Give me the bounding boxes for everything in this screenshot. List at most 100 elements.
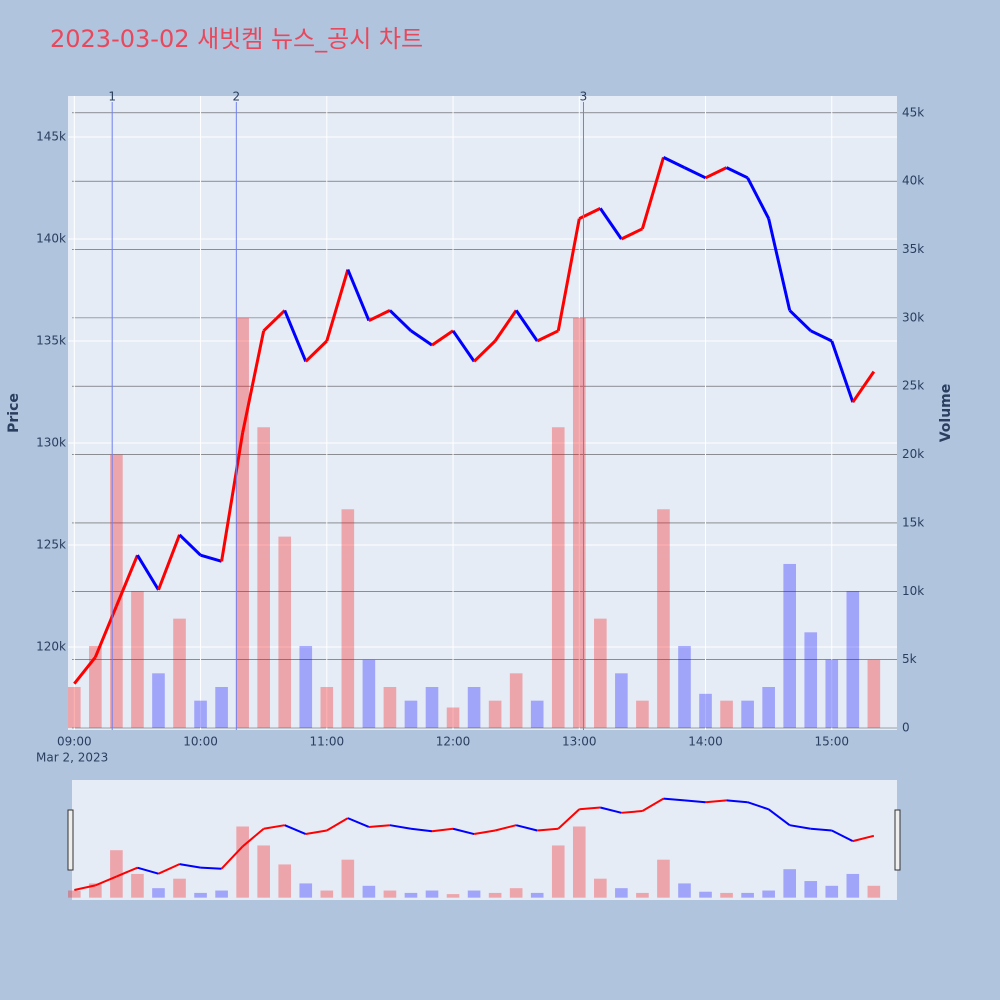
volume-bar xyxy=(383,686,397,729)
slider-volume-bar xyxy=(488,892,502,898)
price-segment xyxy=(810,329,833,343)
price-segment xyxy=(767,218,792,311)
slider-price-segment xyxy=(94,875,117,887)
y2-tick-label: 20k xyxy=(902,447,924,461)
price-segment xyxy=(640,156,665,230)
slider-volume-bar xyxy=(762,890,775,898)
range-slider xyxy=(72,780,897,900)
y2-axis-title: Volume xyxy=(938,384,954,443)
price-segment xyxy=(283,309,308,362)
volume-bar xyxy=(278,536,292,729)
slider-price-segment xyxy=(368,824,391,828)
slider-volume-bar xyxy=(152,888,165,898)
slider-volume-bar xyxy=(404,892,418,898)
slider-price-segment xyxy=(263,824,285,830)
volume-bar xyxy=(551,427,565,729)
slider-volume-bar xyxy=(446,894,460,898)
y-tick-label: 125k xyxy=(36,537,66,551)
slider-price-segment xyxy=(74,884,96,891)
slider-price-segment xyxy=(389,824,412,830)
slider-price-segment xyxy=(116,866,138,878)
slider-volume-bar xyxy=(362,885,376,898)
price-segment xyxy=(620,227,644,241)
volume-bar xyxy=(741,700,754,729)
y-tick-label: 130k xyxy=(36,435,66,449)
volume-bar xyxy=(720,700,733,729)
y2-tick-label: 30k xyxy=(902,310,924,324)
chart-title: 2023-03-02 새빗켐 뉴스_공시 차트 xyxy=(50,25,423,53)
price-segment xyxy=(115,554,139,607)
annotation-label: 1 xyxy=(108,90,116,104)
slider-volume-bar xyxy=(804,881,818,898)
y-tick-label: 140k xyxy=(36,231,66,245)
volume-bar xyxy=(320,686,334,729)
slider-volume-bar xyxy=(194,892,207,898)
slider-price-segment xyxy=(726,799,748,804)
slider-volume-bar xyxy=(110,850,123,898)
price-segment xyxy=(514,309,539,342)
price-segment xyxy=(556,218,581,332)
x-tick-label: 14:00 xyxy=(688,735,723,749)
slider-volume-bar xyxy=(636,892,649,898)
slider-volume-bar xyxy=(594,878,607,898)
price-segment xyxy=(388,309,413,332)
volume-bar xyxy=(194,700,207,729)
volume-bar xyxy=(362,659,376,729)
slider-price-segment xyxy=(137,866,159,875)
price-segment xyxy=(262,309,286,332)
volume-bar xyxy=(762,686,775,729)
price-segment xyxy=(746,177,770,220)
volume-bar xyxy=(215,686,228,729)
slider-price-segment xyxy=(347,817,370,828)
slider-volume-bar xyxy=(846,873,860,898)
slider-price-segment xyxy=(641,797,664,812)
volume-bar xyxy=(636,700,649,729)
slider-volume-bar xyxy=(236,826,249,898)
volume-bar xyxy=(152,673,165,729)
price-segment xyxy=(599,207,623,240)
slider-price-segment xyxy=(200,866,222,870)
volume-bar xyxy=(509,673,523,729)
x-tick-label: 12:00 xyxy=(436,735,471,749)
price-segment xyxy=(578,207,601,220)
y2-tick-label: 10k xyxy=(902,584,924,598)
volume-bar xyxy=(131,591,144,729)
price-segment xyxy=(157,534,181,591)
slider-price-segment xyxy=(220,845,244,870)
slider-volume-bar xyxy=(173,878,186,898)
x-tick-label: 15:00 xyxy=(814,735,849,749)
volume-bar xyxy=(699,693,712,729)
price-segment xyxy=(136,554,160,591)
volume-bar xyxy=(236,317,249,729)
price-segment xyxy=(325,269,350,342)
slider-price-segment xyxy=(557,808,580,830)
slider-price-segment xyxy=(621,810,643,814)
annotation-label: 2 xyxy=(233,90,241,104)
slider-price-segment xyxy=(305,829,327,836)
x-sublabel: Mar 2, 2023 xyxy=(36,751,108,765)
volume-bar xyxy=(846,591,860,729)
volume-bar xyxy=(467,686,481,729)
price-segment xyxy=(830,340,855,403)
price-segment xyxy=(304,339,328,363)
y-tick-label: 120k xyxy=(36,639,66,653)
slider-price-segment xyxy=(705,799,727,804)
slider-volume-bar xyxy=(383,890,397,898)
volume-bar xyxy=(68,686,81,729)
slider-price-segment xyxy=(747,801,769,811)
plot-area xyxy=(68,96,897,730)
slider-price-segment xyxy=(410,827,433,833)
slider-volume-bar xyxy=(509,888,523,898)
price-segment xyxy=(73,656,97,685)
price-segment xyxy=(536,329,559,343)
y-tick-label: 135k xyxy=(36,333,66,347)
volume-bar xyxy=(89,645,102,729)
slider-price-segment xyxy=(663,797,685,802)
price-segment xyxy=(662,156,686,169)
slider-price-segment xyxy=(852,834,875,843)
volume-bar xyxy=(615,673,628,729)
slider-volume-bar xyxy=(530,892,544,898)
slider-price-segment xyxy=(494,824,517,832)
slider-price-segment xyxy=(515,824,538,832)
